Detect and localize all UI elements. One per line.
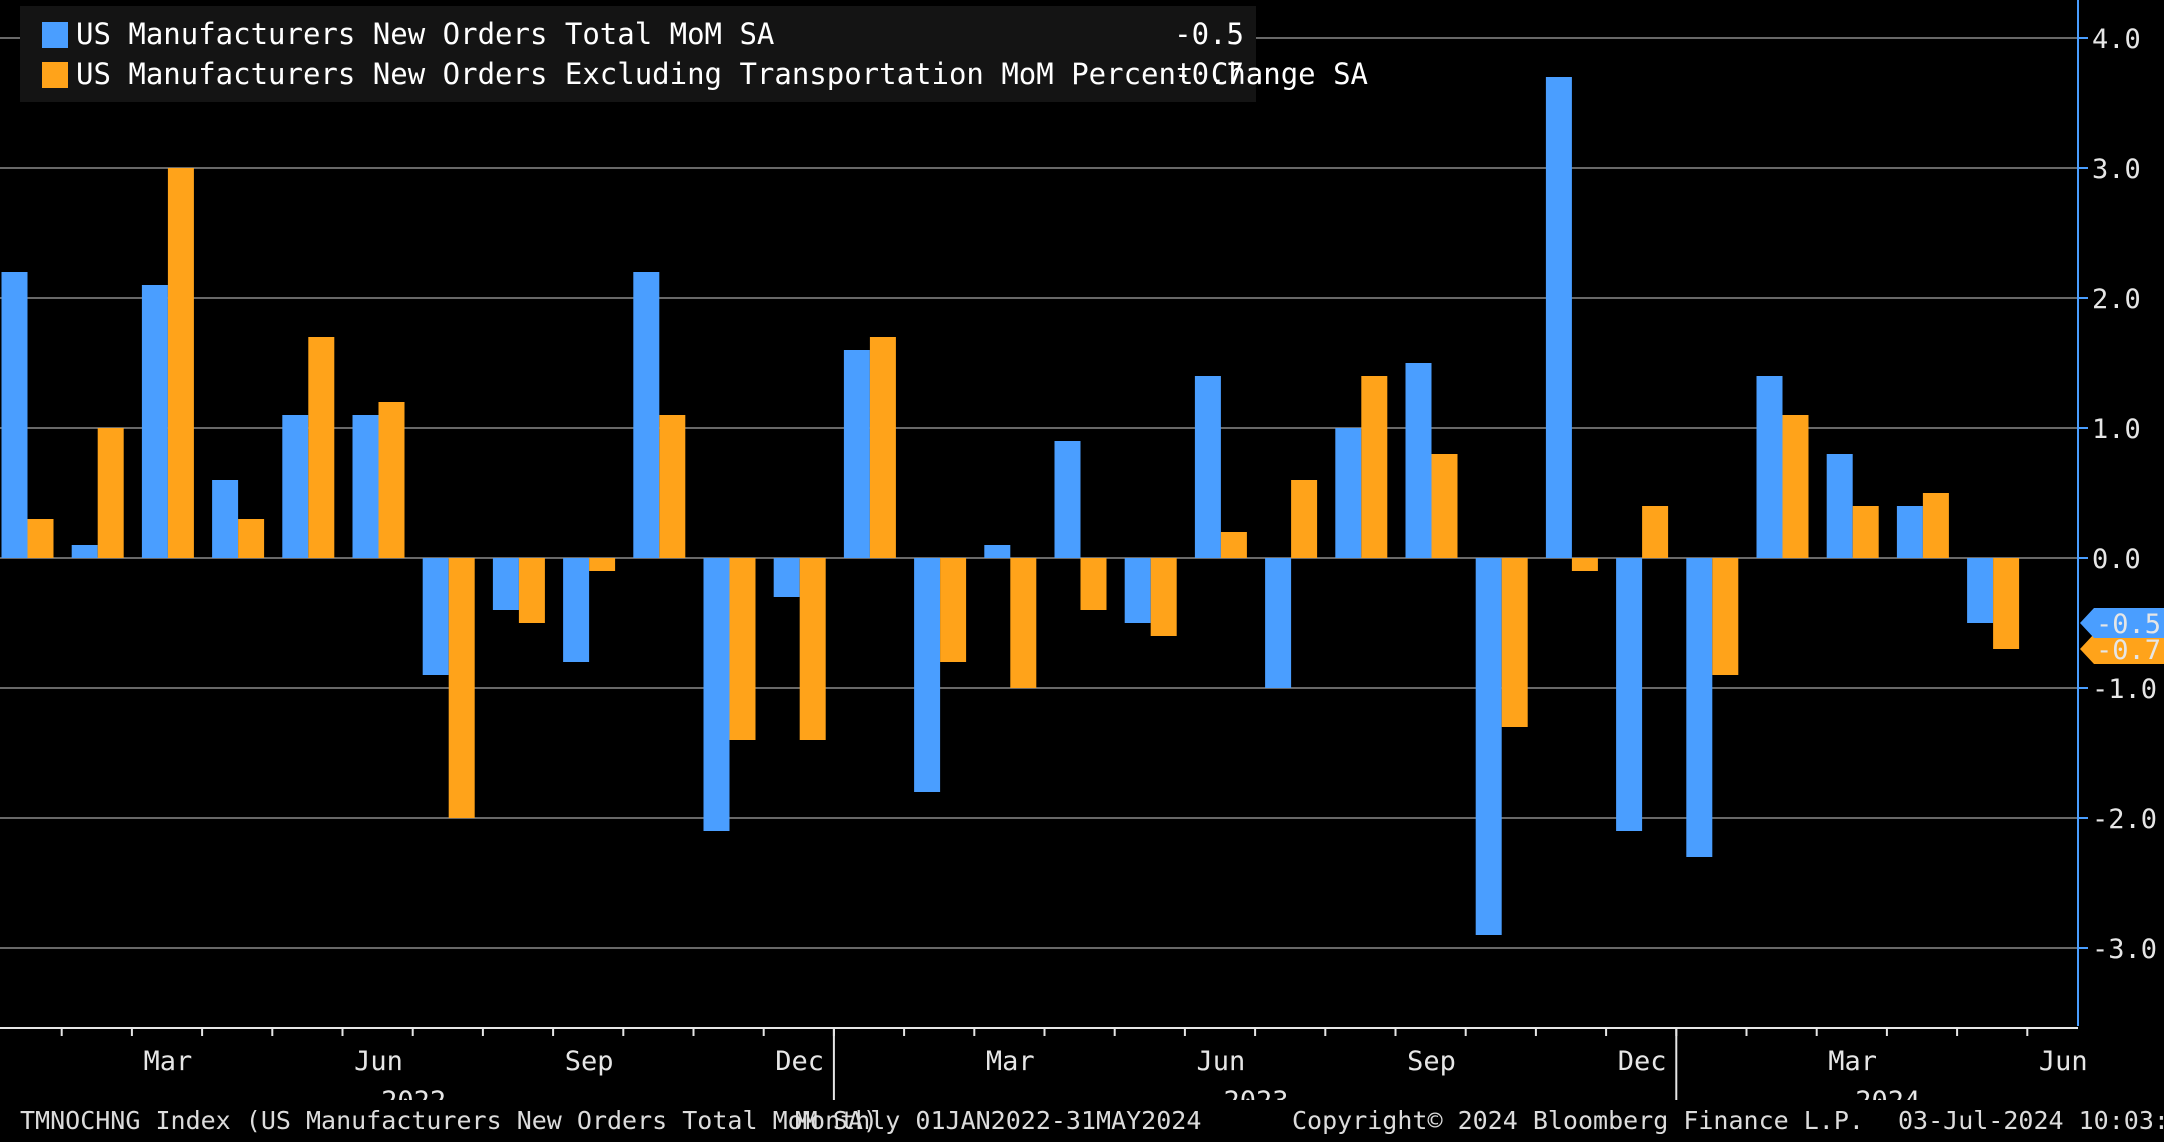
bar-ex-transport xyxy=(1642,506,1669,558)
bar-ex-transport xyxy=(659,415,686,558)
bar-ex-transport xyxy=(27,519,54,558)
bar-total xyxy=(1,272,28,558)
last-value-marker-ex-transport xyxy=(2080,634,2164,664)
x-month-label: Sep xyxy=(1407,1046,1456,1077)
bar-total xyxy=(212,480,239,558)
bar-total xyxy=(843,350,870,558)
bar-total xyxy=(563,558,590,662)
x-month-label: Jun xyxy=(1197,1046,1246,1077)
legend-swatch-total xyxy=(42,22,68,48)
bar-total xyxy=(352,415,379,558)
bar-ex-transport xyxy=(1782,415,1809,558)
y-tick-label: 4.0 xyxy=(2092,24,2141,55)
bar-total xyxy=(1686,558,1713,857)
y-tick-label: 2.0 xyxy=(2092,284,2141,315)
legend-entry-total: US Manufacturers New Orders Total MoM SA… xyxy=(20,14,1256,54)
x-month-label: Mar xyxy=(986,1046,1035,1077)
bar-total xyxy=(141,285,168,558)
bar-ex-transport xyxy=(97,428,124,558)
bar-total xyxy=(1756,376,1783,558)
bar-total xyxy=(984,545,1011,558)
bar-ex-transport xyxy=(589,558,616,571)
bar-total xyxy=(422,558,449,675)
last-value-marker-total-label: -0.5 xyxy=(2096,609,2161,640)
y-tick-label: 0.0 xyxy=(2092,544,2141,575)
legend-label-ex-transport: US Manufacturers New Orders Excluding Tr… xyxy=(76,57,1369,91)
bar-total xyxy=(282,415,309,558)
legend-value-ex-transport: -0.7 xyxy=(1174,57,1244,91)
bar-total xyxy=(1194,376,1221,558)
bar-ex-transport xyxy=(1571,558,1598,571)
bar-total xyxy=(633,272,660,558)
bar-ex-transport xyxy=(1431,454,1458,558)
footer-copyright: Copyright© 2024 Bloomberg Finance L.P. xyxy=(1292,1106,1864,1135)
y-tick-label: -1.0 xyxy=(2092,674,2157,705)
bar-ex-transport xyxy=(1922,493,1949,558)
bar-total xyxy=(1896,506,1923,558)
bar-ex-transport xyxy=(940,558,967,662)
bar-total xyxy=(1335,428,1362,558)
bar-ex-transport xyxy=(1010,558,1037,688)
bar-ex-transport xyxy=(1361,376,1388,558)
bar-total xyxy=(773,558,800,597)
bar-ex-transport xyxy=(1291,480,1318,558)
x-month-label: Dec xyxy=(1618,1046,1667,1077)
bar-ex-transport xyxy=(448,558,475,818)
y-tick-label: 3.0 xyxy=(2092,154,2141,185)
y-tick-label: -3.0 xyxy=(2092,934,2157,965)
chart-footer: TMNOCHNG Index (US Manufacturers New Ord… xyxy=(0,1100,2164,1142)
bar-ex-transport xyxy=(1501,558,1528,727)
bar-ex-transport xyxy=(799,558,826,740)
bar-ex-transport xyxy=(167,168,194,558)
bar-total xyxy=(1967,558,1994,623)
bar-total xyxy=(492,558,519,610)
bar-ex-transport xyxy=(1993,558,2020,649)
bar-total xyxy=(1545,77,1572,558)
bar-ex-transport xyxy=(1852,506,1879,558)
chart-legend: US Manufacturers New Orders Total MoM SA… xyxy=(20,6,1368,102)
x-month-label: Jun xyxy=(354,1046,403,1077)
footer-timestamp: 03-Jul-2024 10:03:11 xyxy=(1898,1106,2164,1135)
bar-total xyxy=(1616,558,1643,831)
bar-ex-transport xyxy=(1220,532,1247,558)
bar-ex-transport xyxy=(518,558,545,623)
legend-swatch-ex-transport xyxy=(42,62,68,88)
bar-ex-transport xyxy=(1150,558,1177,636)
bar-ex-transport xyxy=(1080,558,1107,610)
bar-total xyxy=(1826,454,1853,558)
bar-total xyxy=(1054,441,1081,558)
y-tick-label: 1.0 xyxy=(2092,414,2141,445)
x-year-label: 2023 xyxy=(1223,1086,1288,1100)
bar-ex-transport xyxy=(869,337,896,558)
bar-ex-transport xyxy=(378,402,405,558)
bar-total xyxy=(1475,558,1502,935)
bar-ex-transport xyxy=(1712,558,1739,675)
x-month-label: Mar xyxy=(144,1046,193,1077)
x-month-label: Sep xyxy=(565,1046,614,1077)
bar-ex-transport xyxy=(308,337,335,558)
legend-label-total: US Manufacturers New Orders Total MoM SA xyxy=(76,17,775,51)
last-value-marker-total xyxy=(2080,608,2164,638)
bar-total xyxy=(1124,558,1151,623)
footer-index: TMNOCHNG Index (US Manufacturers New Ord… xyxy=(20,1106,878,1135)
bar-total xyxy=(1405,363,1432,558)
x-month-label: Jun xyxy=(2039,1046,2088,1077)
legend-value-total: -0.5 xyxy=(1174,17,1244,51)
bar-ex-transport xyxy=(238,519,265,558)
bar-total xyxy=(71,545,98,558)
last-value-marker-ex-transport-label: -0.7 xyxy=(2096,635,2161,666)
x-month-label: Mar xyxy=(1828,1046,1877,1077)
y-tick-label: -2.0 xyxy=(2092,804,2157,835)
bar-total xyxy=(1265,558,1292,688)
bar-ex-transport xyxy=(729,558,756,740)
footer-range: Monthly 01JAN2022-31MAY2024 xyxy=(795,1106,1202,1135)
x-year-label: 2024 xyxy=(1855,1086,1920,1100)
x-year-label: 2022 xyxy=(381,1086,446,1100)
bar-total xyxy=(703,558,730,831)
x-month-label: Dec xyxy=(775,1046,824,1077)
legend-entry-ex-transport: US Manufacturers New Orders Excluding Tr… xyxy=(20,54,1368,94)
bar-total xyxy=(914,558,941,792)
